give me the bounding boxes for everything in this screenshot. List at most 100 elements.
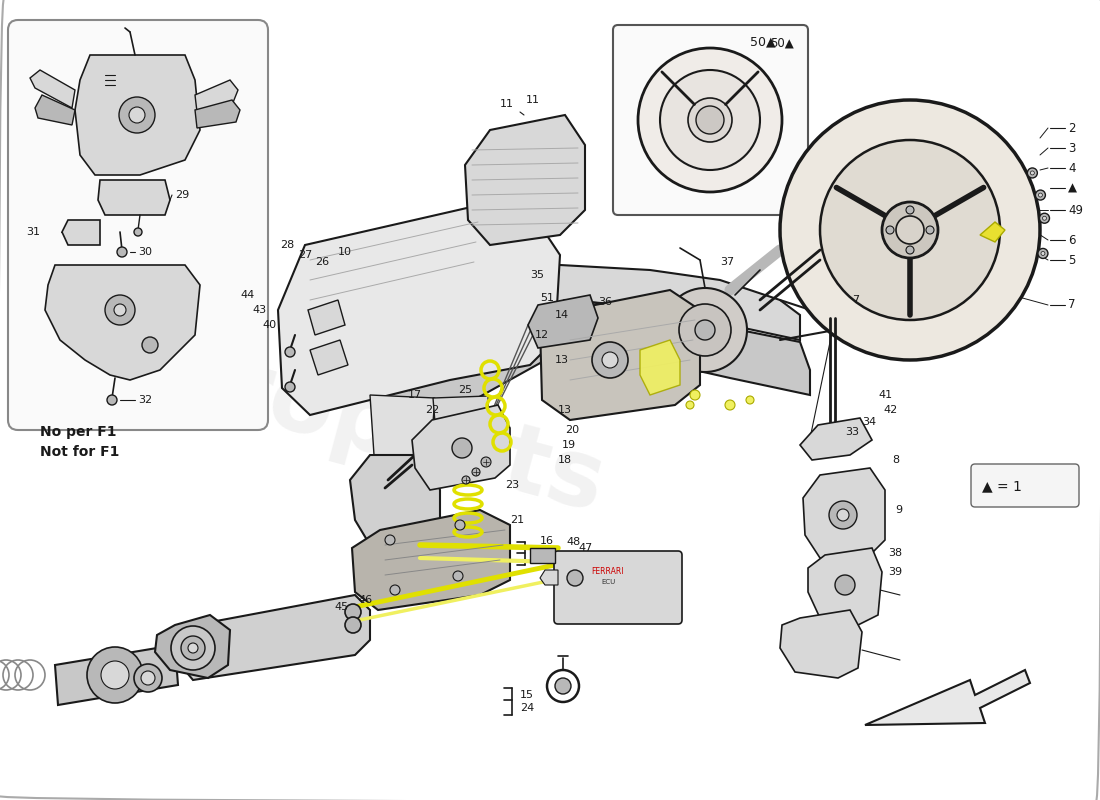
- Circle shape: [679, 304, 732, 356]
- Text: 7: 7: [852, 295, 859, 305]
- Text: 11: 11: [526, 95, 540, 105]
- Text: 7: 7: [1068, 298, 1076, 311]
- Circle shape: [141, 671, 155, 685]
- Text: 21: 21: [510, 515, 524, 525]
- Text: 32: 32: [138, 395, 152, 405]
- Polygon shape: [780, 610, 862, 678]
- Polygon shape: [980, 222, 1005, 242]
- Text: 13: 13: [556, 355, 569, 365]
- Circle shape: [1040, 214, 1049, 223]
- Polygon shape: [530, 548, 556, 563]
- Circle shape: [660, 70, 760, 170]
- Circle shape: [101, 661, 129, 689]
- Circle shape: [129, 107, 145, 123]
- Polygon shape: [540, 570, 558, 585]
- Polygon shape: [278, 205, 560, 415]
- Text: 27: 27: [298, 250, 312, 260]
- Text: 36: 36: [598, 297, 612, 307]
- Circle shape: [142, 337, 158, 353]
- Text: Not for F1: Not for F1: [40, 445, 120, 459]
- Circle shape: [119, 97, 155, 133]
- Circle shape: [182, 636, 205, 660]
- Text: 46: 46: [358, 595, 372, 605]
- Circle shape: [1041, 251, 1045, 255]
- Circle shape: [690, 390, 700, 400]
- Text: 47: 47: [578, 543, 592, 553]
- Circle shape: [906, 246, 914, 254]
- Polygon shape: [195, 100, 240, 128]
- Polygon shape: [308, 300, 345, 335]
- Text: 34: 34: [862, 417, 876, 427]
- Circle shape: [472, 468, 480, 476]
- Polygon shape: [808, 548, 882, 625]
- Text: 15: 15: [520, 690, 534, 700]
- Text: 9: 9: [895, 505, 902, 515]
- FancyBboxPatch shape: [613, 25, 808, 215]
- Circle shape: [566, 570, 583, 586]
- Polygon shape: [370, 265, 800, 395]
- Circle shape: [638, 48, 782, 192]
- Circle shape: [663, 288, 747, 372]
- Polygon shape: [370, 395, 434, 458]
- Text: 13: 13: [558, 405, 572, 415]
- Text: 35: 35: [530, 270, 544, 280]
- Text: 3: 3: [1068, 142, 1076, 154]
- Text: 2: 2: [1068, 122, 1076, 134]
- Circle shape: [725, 400, 735, 410]
- Polygon shape: [803, 468, 886, 558]
- Text: 17: 17: [408, 390, 422, 400]
- Circle shape: [345, 617, 361, 633]
- Circle shape: [1043, 216, 1046, 220]
- Circle shape: [455, 520, 465, 530]
- Circle shape: [117, 247, 126, 257]
- Polygon shape: [540, 290, 700, 420]
- Polygon shape: [465, 115, 585, 245]
- Circle shape: [1031, 171, 1034, 175]
- Circle shape: [820, 140, 1000, 320]
- Polygon shape: [865, 670, 1030, 725]
- Polygon shape: [375, 300, 810, 455]
- Polygon shape: [62, 220, 100, 245]
- Circle shape: [188, 643, 198, 653]
- Text: 50▲: 50▲: [750, 35, 776, 49]
- Circle shape: [390, 585, 400, 595]
- Circle shape: [114, 304, 126, 316]
- Polygon shape: [98, 180, 170, 215]
- Text: 51: 51: [540, 293, 554, 303]
- Circle shape: [882, 202, 938, 258]
- Polygon shape: [433, 396, 490, 460]
- Circle shape: [556, 678, 571, 694]
- Circle shape: [696, 106, 724, 134]
- Circle shape: [835, 575, 855, 595]
- Text: 50▲: 50▲: [770, 37, 794, 50]
- Circle shape: [453, 571, 463, 581]
- Text: 4: 4: [1068, 162, 1076, 174]
- Circle shape: [345, 604, 361, 620]
- Text: 37: 37: [720, 257, 734, 267]
- Circle shape: [592, 342, 628, 378]
- FancyBboxPatch shape: [554, 551, 682, 624]
- Text: 26: 26: [315, 257, 329, 267]
- Text: 25: 25: [458, 385, 472, 395]
- Polygon shape: [310, 340, 348, 375]
- Text: 38: 38: [888, 548, 902, 558]
- Circle shape: [906, 206, 914, 214]
- Text: 42: 42: [883, 405, 898, 415]
- Circle shape: [462, 476, 470, 484]
- Circle shape: [1038, 249, 1048, 258]
- Text: No per F1: No per F1: [40, 425, 117, 439]
- Text: europarts: europarts: [86, 308, 614, 532]
- Text: 6: 6: [1068, 234, 1076, 246]
- Circle shape: [1027, 168, 1037, 178]
- Text: FERRARI: FERRARI: [592, 567, 625, 577]
- Text: 22: 22: [425, 405, 439, 415]
- Polygon shape: [528, 295, 598, 348]
- Text: 49: 49: [1068, 203, 1084, 217]
- Text: ▲ = 1: ▲ = 1: [982, 479, 1022, 493]
- Circle shape: [285, 347, 295, 357]
- Text: 10: 10: [338, 247, 352, 257]
- Polygon shape: [75, 55, 200, 175]
- Text: 28: 28: [280, 240, 295, 250]
- Circle shape: [104, 295, 135, 325]
- Circle shape: [886, 226, 894, 234]
